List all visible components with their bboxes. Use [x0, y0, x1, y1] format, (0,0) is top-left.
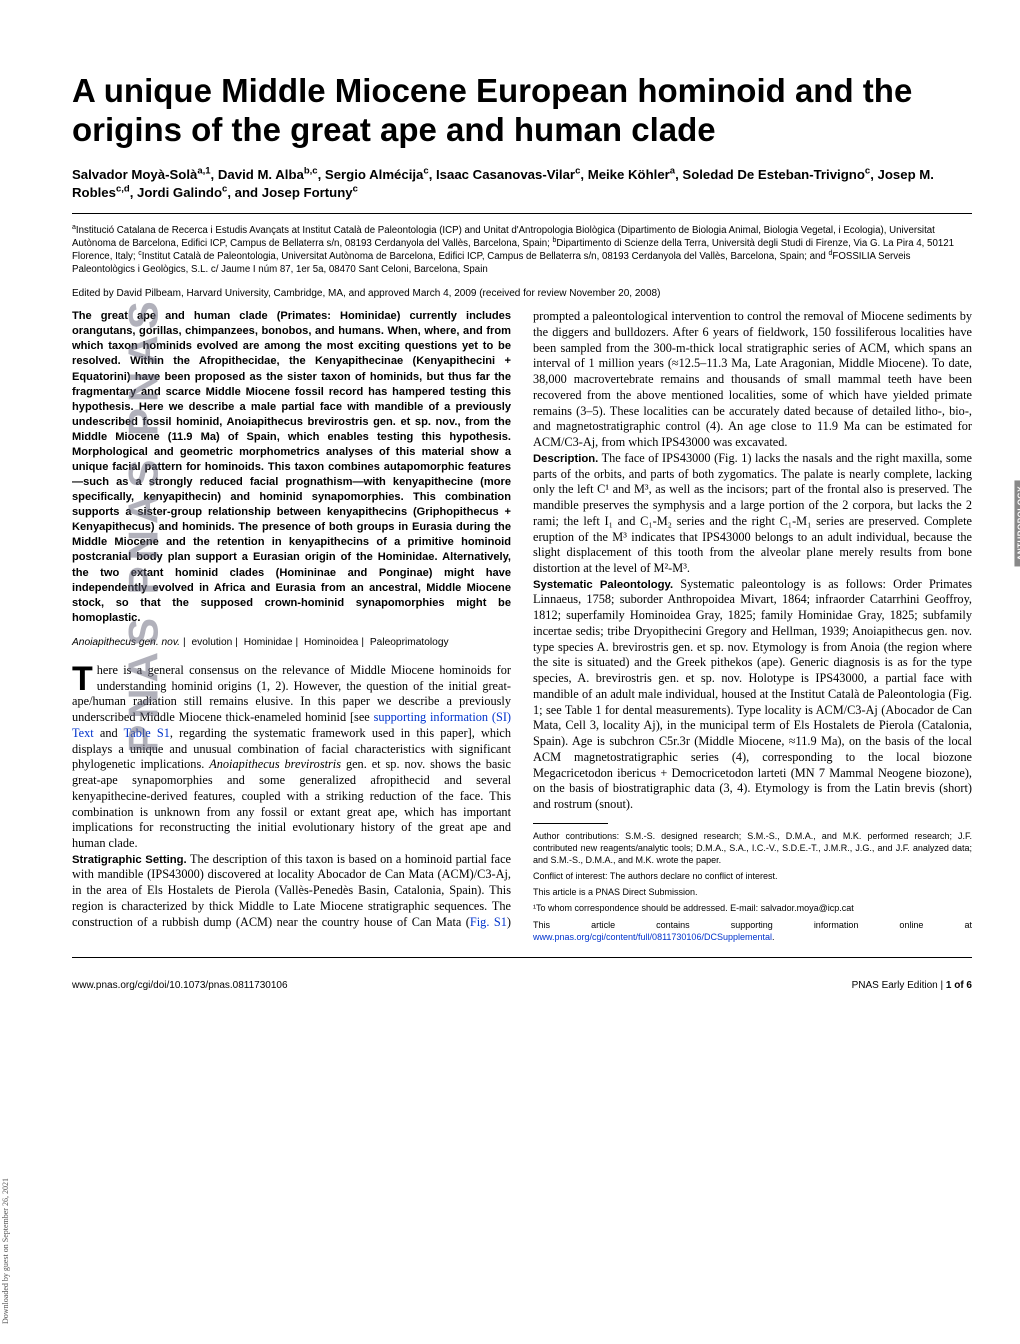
section-sidebar-label: ANTHROPOLOGY: [1014, 480, 1020, 566]
keyword: Hominidae: [244, 637, 293, 648]
article-title: A unique Middle Miocene European hominoi…: [72, 72, 972, 150]
pnas-logo: PNAS PNAS PNAS: [120, 295, 168, 752]
desc-body: The face of IPS43000 (Fig. 1) lacks the …: [533, 451, 972, 575]
pnas-sidebar: PNAS PNAS PNAS: [0, 0, 42, 1344]
intro-species: Anoiapithecus brevirostris: [209, 757, 341, 771]
syst-body: Systematic paleontology is as follows: O…: [533, 577, 972, 811]
supplemental-link[interactable]: www.pnas.org/cgi/content/full/0811730106…: [533, 932, 772, 942]
footer-rule: [72, 957, 972, 958]
supp-pre: This article contains supporting informa…: [533, 920, 972, 930]
page-content: A unique Middle Miocene European hominoi…: [72, 0, 972, 1021]
footnote-contributions: Author contributions: S.M.-S. designed r…: [533, 830, 972, 866]
systematic-paleontology-para: Systematic Paleontology. Systematic pale…: [533, 577, 972, 813]
keyword: Paleoprimatology: [370, 637, 449, 648]
authors-line: Salvador Moyà-Solàa,1, David M. Albab,c,…: [72, 166, 972, 203]
affiliations: aInstitució Catalana de Recerca i Estudi…: [72, 224, 972, 276]
two-column-body: The great ape and human clade (Primates:…: [72, 309, 972, 943]
dropcap-letter: T: [72, 663, 97, 694]
page-footer: www.pnas.org/cgi/doi/10.1073/pnas.081173…: [72, 976, 972, 991]
supp-post: .: [772, 932, 775, 942]
description-para: Description. The face of IPS43000 (Fig. …: [533, 451, 972, 577]
footnote-supporting-info: This article contains supporting informa…: [533, 919, 972, 943]
fig-s1-link[interactable]: Fig. S1: [470, 915, 507, 929]
keyword: evolution: [192, 637, 233, 648]
edited-by-line: Edited by David Pilbeam, Harvard Univers…: [72, 288, 972, 299]
rule-above-affiliations: [72, 213, 972, 214]
footnote-rule: [533, 823, 608, 824]
footnote-direct-submission: This article is a PNAS Direct Submission…: [533, 886, 972, 898]
footer-doi: www.pnas.org/cgi/doi/10.1073/pnas.081173…: [72, 980, 288, 991]
keyword: Hominoidea: [304, 637, 358, 648]
download-note: Downloaded by guest on September 26, 202…: [1, 1178, 10, 1324]
section-head-strat: Stratigraphic Setting.: [72, 854, 187, 866]
footnote-conflict: Conflict of interest: The authors declar…: [533, 870, 972, 882]
footnotes-block: Author contributions: S.M.-S. designed r…: [533, 823, 972, 943]
footer-edition: PNAS Early Edition: [852, 980, 938, 991]
footer-page-number: 1 of 6: [946, 980, 972, 991]
footnote-correspondence: ¹To whom correspondence should be addres…: [533, 902, 972, 914]
section-head-syst: Systematic Paleontology.: [533, 579, 673, 591]
section-head-desc: Description.: [533, 453, 598, 465]
footer-sep: |: [938, 980, 946, 991]
footer-page-info: PNAS Early Edition | 1 of 6: [852, 980, 972, 991]
